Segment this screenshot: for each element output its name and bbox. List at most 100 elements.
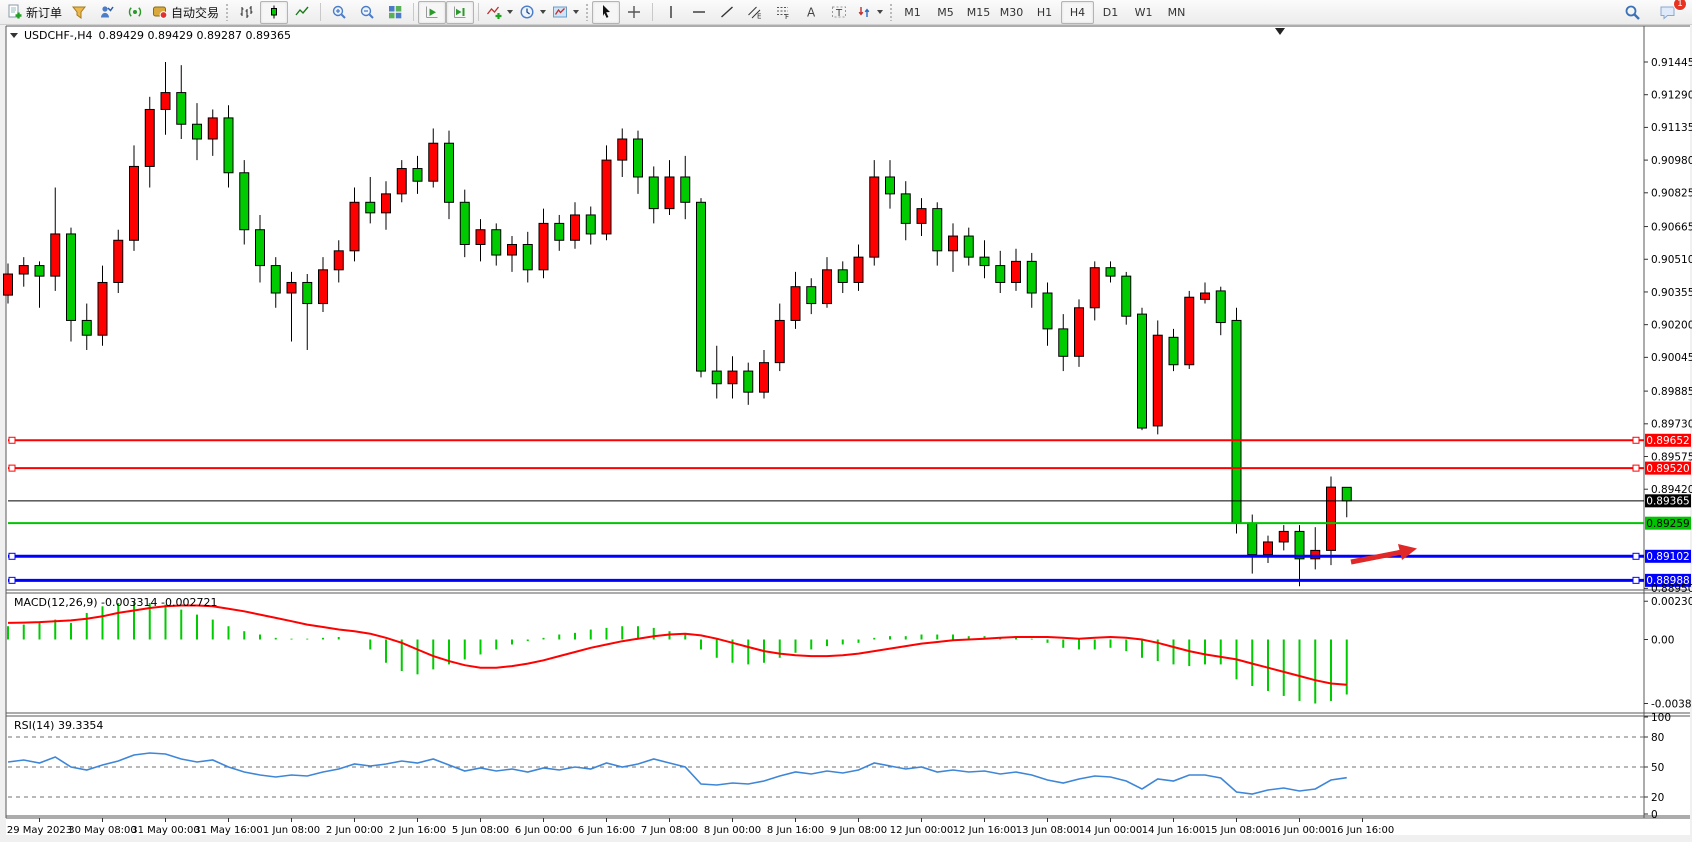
price-tick-label: 0.89730 (1651, 419, 1692, 431)
notifications-button[interactable]: 1 (1654, 0, 1687, 24)
candle-body (396, 168, 407, 195)
periods-button[interactable] (516, 1, 549, 24)
timeframe-h1[interactable]: H1 (1036, 5, 1053, 19)
tile-windows-icon (389, 6, 402, 19)
zoom-out-button[interactable] (353, 1, 381, 24)
candle-body (302, 281, 313, 305)
arrows-button[interactable] (853, 1, 886, 24)
rsi-tick-label: 20 (1651, 792, 1664, 804)
chart-shift-marker[interactable] (1275, 28, 1285, 35)
crosshair-icon (628, 6, 641, 18)
price-tick-label: 0.91135 (1651, 122, 1692, 134)
candle-body (1089, 267, 1100, 309)
candle-body (633, 138, 643, 178)
hline-handle[interactable] (1632, 576, 1640, 584)
rsi-tick-label: 50 (1651, 762, 1664, 774)
new-order-button[interactable]: 新订单 (4, 1, 65, 24)
rsi-tick-label: 80 (1651, 732, 1664, 744)
profile-button[interactable] (65, 1, 93, 24)
autotrading-button[interactable]: 自动交易 (149, 1, 222, 24)
vertical-line-icon (670, 6, 672, 18)
zoom-in-button[interactable] (325, 1, 353, 24)
timeframe-mn[interactable]: MN (1167, 5, 1186, 19)
horizontal-line-button[interactable] (685, 1, 713, 24)
candle-body (349, 201, 360, 252)
hline-handle[interactable] (1632, 464, 1640, 472)
cursor-button[interactable] (592, 0, 621, 24)
funnel-icon (71, 6, 87, 19)
line-chart-button[interactable] (288, 1, 316, 24)
annotation-arrow[interactable] (1350, 544, 1417, 565)
hline-handle[interactable] (8, 464, 16, 472)
candle-body (113, 239, 124, 283)
candle-body (318, 269, 328, 305)
candle-body (1168, 336, 1179, 366)
indicators-button[interactable] (483, 1, 516, 24)
candle-body (585, 214, 596, 235)
text-label-button[interactable]: T (825, 1, 853, 24)
tile-windows-button[interactable] (381, 1, 409, 24)
trendline-button[interactable] (713, 1, 741, 24)
timeframe-w1[interactable]: W1 (1134, 5, 1153, 19)
candle-body (1026, 260, 1037, 294)
text-button[interactable]: A (797, 1, 825, 24)
timeframe-m5[interactable]: M5 (937, 5, 954, 19)
equidistant-channel-button[interactable]: E (741, 1, 769, 24)
text-a-icon: A (807, 6, 816, 20)
time-tick-label: 29 May 2023 (7, 825, 72, 836)
search-button[interactable] (1618, 1, 1646, 24)
chevron-down-icon[interactable] (877, 10, 884, 14)
candle-body (1310, 549, 1321, 560)
text-label-icon: T (832, 6, 847, 19)
hline-handle[interactable] (1632, 552, 1640, 560)
fibonacci-button[interactable]: F (769, 1, 797, 24)
price-axis[interactable]: 0.91445 0.91290 0.91135 0.90980 0.90825 0.906… (1644, 57, 1692, 595)
chevron-down-icon[interactable] (507, 10, 514, 14)
chart-canvas[interactable]: 0.89652 0.89520 0.89365 0.89259 0.89102 0.889… (0, 25, 1692, 842)
price-tick-label: 0.91445 (1651, 57, 1692, 69)
price-label-text: 0.89259 (1646, 518, 1689, 530)
candle-body (538, 222, 549, 271)
new-order-label: 新订单 (26, 5, 63, 20)
chart-shift-button[interactable] (446, 0, 475, 24)
toolbar-separator (413, 3, 415, 21)
time-tick-label: 16 Jun 16:00 (1331, 825, 1395, 836)
candle-body (648, 176, 659, 210)
price-tick-label: 0.88950 (1651, 583, 1692, 595)
auto-scroll-button[interactable] (418, 0, 447, 24)
time-tick-label: 5 Jun 08:00 (452, 825, 509, 836)
signals-button[interactable] (121, 1, 149, 24)
candle-body (144, 108, 155, 167)
market-watch-button[interactable] (93, 1, 121, 24)
time-tick-label: 2 Jun 00:00 (326, 825, 383, 836)
toolbar-separator (652, 3, 654, 21)
time-tick-label: 16 Jun 00:00 (1268, 825, 1332, 836)
candle-body (239, 172, 250, 231)
timeframe-m30[interactable]: M30 (999, 5, 1024, 19)
hline-handle[interactable] (8, 552, 16, 560)
candle-body (381, 193, 391, 214)
candle-body (979, 256, 990, 267)
candle-body (743, 370, 754, 393)
candle-body (1184, 296, 1195, 366)
chevron-down-icon[interactable] (573, 10, 580, 14)
bar-chart-button[interactable] (232, 1, 260, 24)
timeframe-h4[interactable]: H4 (1061, 0, 1095, 24)
vertical-line-button[interactable] (657, 1, 685, 24)
candle-body (995, 265, 1006, 283)
candlestick-chart-button[interactable] (260, 0, 289, 24)
timeframe-m15[interactable]: M15 (966, 5, 991, 19)
price-tick-label: 0.89420 (1651, 484, 1692, 496)
hline-handle[interactable] (8, 576, 16, 584)
time-tick-label: 7 Jun 08:00 (641, 825, 698, 836)
timeframe-m1[interactable]: M1 (904, 5, 921, 19)
hline-handle[interactable] (1632, 436, 1640, 444)
chevron-down-icon[interactable] (540, 10, 547, 14)
symbol-dropdown-icon[interactable] (10, 33, 18, 38)
hline-handle[interactable] (8, 436, 16, 444)
crosshair-button[interactable] (620, 1, 648, 24)
candle-body (97, 281, 108, 336)
templates-button[interactable] (549, 1, 582, 24)
timeframe-d1[interactable]: D1 (1102, 5, 1119, 19)
